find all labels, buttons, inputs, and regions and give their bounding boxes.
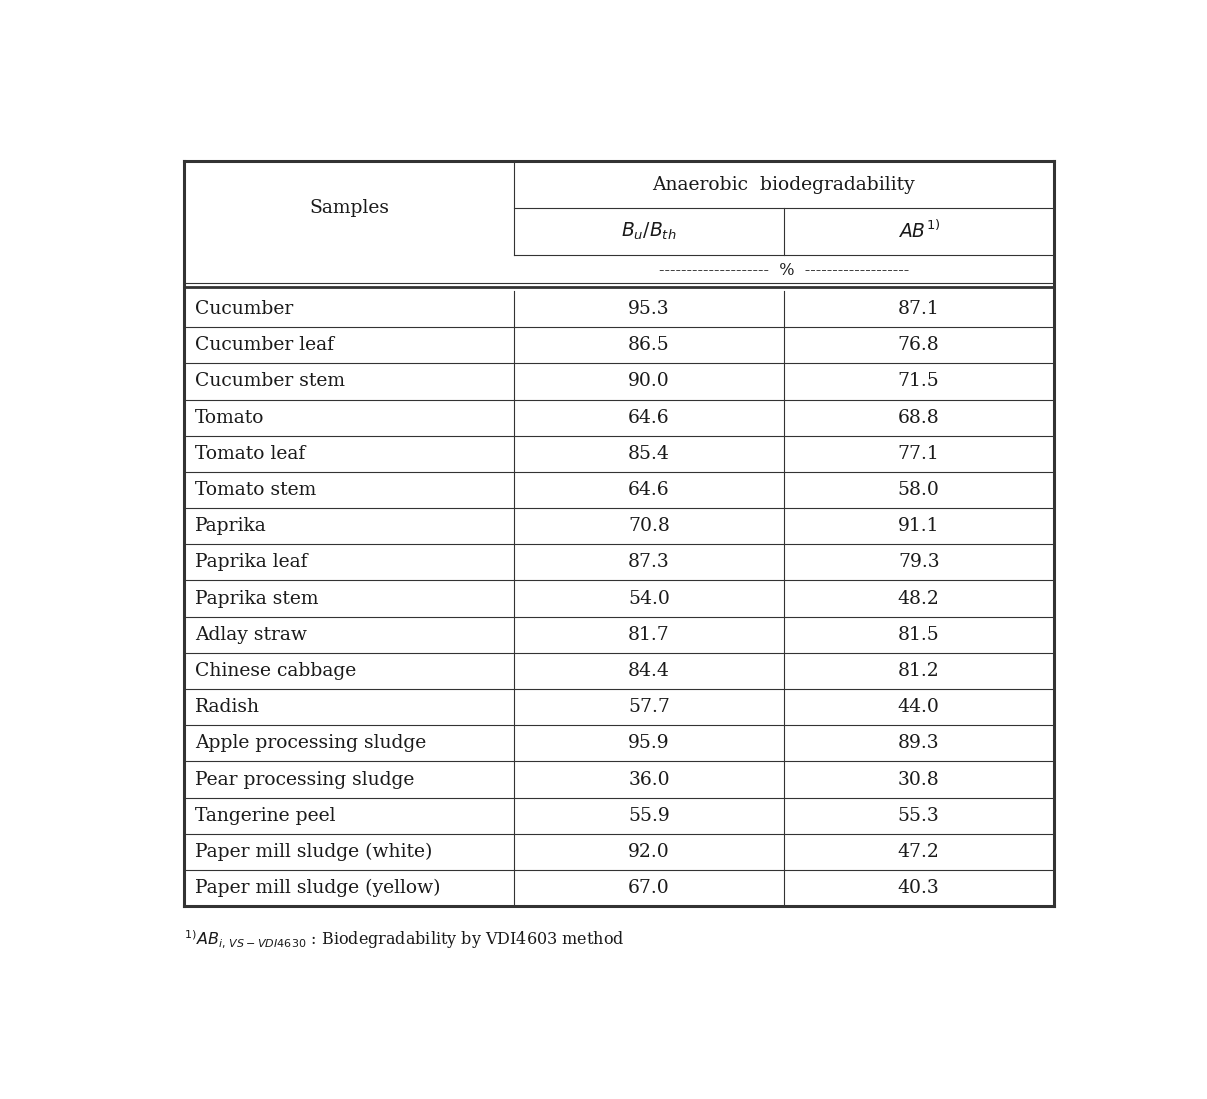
Text: 79.3: 79.3 [898,554,939,571]
Text: 70.8: 70.8 [628,518,670,535]
Text: 57.7: 57.7 [628,698,670,717]
Text: 40.3: 40.3 [898,879,939,897]
Text: 30.8: 30.8 [898,770,939,788]
Text: 36.0: 36.0 [628,770,670,788]
Text: 64.6: 64.6 [628,409,670,426]
Text: Cucumber stem: Cucumber stem [194,373,345,390]
Text: 95.3: 95.3 [628,300,670,318]
Text: $^{1)}AB_{i,\,VS-VDI4630}$ : Biodegradability by VDI4603 method: $^{1)}AB_{i,\,VS-VDI4630}$ : Biodegradab… [183,929,624,952]
Text: Pear processing sludge: Pear processing sludge [194,770,414,788]
Text: Adlay straw: Adlay straw [194,625,307,644]
Text: 64.6: 64.6 [628,481,670,499]
Text: Paprika: Paprika [194,518,267,535]
Text: 54.0: 54.0 [628,589,670,608]
Text: 71.5: 71.5 [898,373,939,390]
Text: 95.9: 95.9 [628,734,670,753]
Text: Tomato leaf: Tomato leaf [194,445,305,463]
Text: Cucumber leaf: Cucumber leaf [194,336,334,354]
Text: 84.4: 84.4 [628,662,670,680]
Text: 90.0: 90.0 [628,373,670,390]
Text: Paprika stem: Paprika stem [194,589,319,608]
Text: --------------------  %  -------------------: -------------------- % -----------------… [659,263,909,279]
Text: 81.2: 81.2 [898,662,939,680]
Text: 47.2: 47.2 [898,843,940,861]
Text: 89.3: 89.3 [898,734,939,753]
Text: 48.2: 48.2 [898,589,940,608]
Text: 77.1: 77.1 [898,445,939,463]
Text: 55.9: 55.9 [628,807,670,824]
Text: 91.1: 91.1 [898,518,939,535]
Text: 92.0: 92.0 [628,843,670,861]
Text: 87.3: 87.3 [628,554,670,571]
Text: Tangerine peel: Tangerine peel [194,807,336,824]
Text: Cucumber: Cucumber [194,300,293,318]
Text: 81.7: 81.7 [628,625,670,644]
Text: Paper mill sludge (white): Paper mill sludge (white) [194,843,432,861]
Text: 87.1: 87.1 [898,300,939,318]
Text: Chinese cabbage: Chinese cabbage [194,662,356,680]
Text: 81.5: 81.5 [898,625,939,644]
Text: $AB^{1)}$: $AB^{1)}$ [898,220,940,243]
Text: 55.3: 55.3 [898,807,939,824]
Text: $B_u/B_{th}$: $B_u/B_{th}$ [622,221,677,242]
Text: Tomato: Tomato [194,409,264,426]
Text: 58.0: 58.0 [898,481,940,499]
Text: Apple processing sludge: Apple processing sludge [194,734,426,753]
Text: Paprika leaf: Paprika leaf [194,554,308,571]
Text: 68.8: 68.8 [898,409,939,426]
Text: Samples: Samples [309,199,389,217]
Text: Tomato stem: Tomato stem [194,481,316,499]
Text: 67.0: 67.0 [628,879,670,897]
Text: Paper mill sludge (yellow): Paper mill sludge (yellow) [194,879,441,897]
Text: 44.0: 44.0 [898,698,940,717]
Text: 76.8: 76.8 [898,336,939,354]
Text: Radish: Radish [194,698,260,717]
Text: Anaerobic  biodegradability: Anaerobic biodegradability [653,176,915,193]
Text: 85.4: 85.4 [628,445,670,463]
Text: 86.5: 86.5 [628,336,670,354]
